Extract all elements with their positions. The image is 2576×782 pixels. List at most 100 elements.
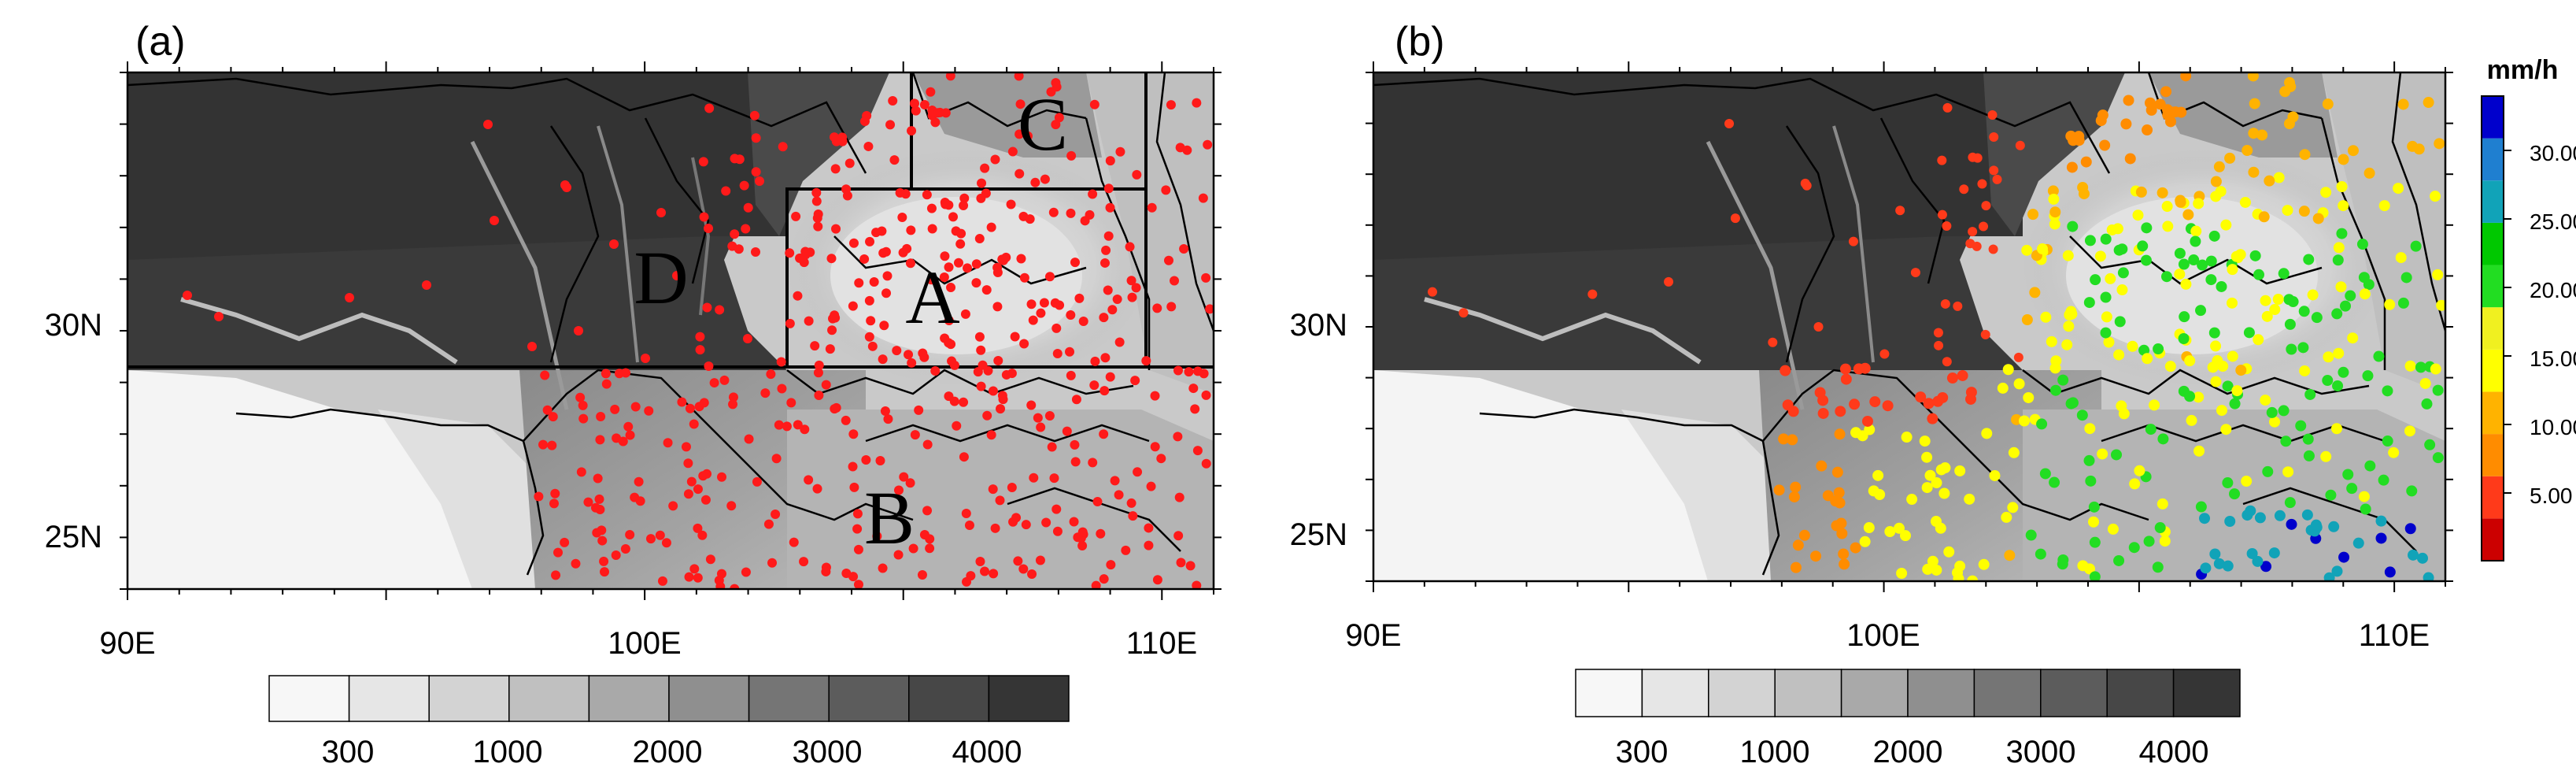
y-tick-a-25: 25N: [45, 520, 102, 554]
station-point: [841, 569, 852, 579]
station-point: [2278, 405, 2290, 417]
station-point: [672, 271, 682, 280]
station-point: [964, 520, 974, 530]
station-point: [1954, 465, 1966, 476]
station-point: [1103, 285, 1113, 295]
station-point: [2216, 405, 2227, 417]
station-point: [1981, 428, 1993, 439]
station-point: [1787, 434, 1798, 446]
station-point: [1044, 411, 1055, 421]
station-point: [1931, 477, 1942, 489]
station-point: [1066, 150, 1077, 161]
station-point: [1141, 356, 1151, 366]
station-point: [2260, 295, 2271, 306]
station-point: [2432, 384, 2444, 396]
station-point: [1790, 561, 1802, 573]
station-point: [2047, 185, 2059, 197]
station-point: [814, 390, 824, 400]
station-point: [1152, 303, 1162, 313]
station-point: [848, 429, 859, 439]
station-point: [2227, 350, 2238, 362]
station-point: [2395, 252, 2407, 264]
station-point: [2168, 106, 2179, 118]
station-point: [741, 567, 751, 577]
station-point: [2406, 485, 2418, 497]
station-point: [683, 458, 693, 469]
station-point: [853, 544, 863, 554]
station-point: [2364, 460, 2376, 472]
station-point: [778, 142, 788, 152]
station-point: [810, 341, 820, 351]
rain-tick-30: 30.00: [2530, 141, 2576, 165]
station-point: [861, 454, 871, 465]
station-point: [1879, 349, 1890, 359]
station-point: [2007, 502, 2019, 513]
station-point: [2229, 398, 2241, 410]
station-point: [705, 554, 715, 565]
station-point: [693, 573, 703, 583]
station-point: [601, 369, 611, 379]
station-point: [2015, 140, 2025, 150]
station-point: [2182, 209, 2194, 221]
station-point: [2416, 552, 2428, 564]
station-point: [2310, 519, 2322, 531]
station-point: [2100, 291, 2112, 303]
station-point: [1015, 129, 1025, 139]
station-point: [989, 569, 999, 579]
cbar-a-tick-3000: 3000: [793, 735, 863, 769]
station-point: [2049, 476, 2060, 488]
station-point: [1088, 458, 1098, 468]
station-point: [2286, 518, 2297, 530]
station-point: [1100, 258, 1110, 268]
station-point: [2436, 299, 2445, 311]
station-point: [2090, 274, 2101, 286]
station-point: [689, 564, 700, 574]
station-point: [1869, 396, 1881, 408]
station-point: [983, 365, 993, 376]
station-point: [2280, 435, 2292, 447]
station-point: [804, 475, 814, 485]
station-point: [2382, 385, 2393, 397]
station-point: [2037, 243, 2049, 255]
station-point: [2175, 106, 2187, 118]
station-point: [2404, 425, 2415, 437]
station-point: [2207, 361, 2219, 373]
station-point: [1099, 429, 1109, 439]
station-point: [1859, 536, 1871, 547]
station-point: [1025, 214, 1035, 224]
station-point: [878, 563, 888, 573]
station-point: [831, 224, 841, 234]
station-point: [2358, 272, 2370, 284]
station-point: [1066, 370, 1076, 380]
station-point: [2111, 449, 2123, 461]
station-point: [2413, 143, 2425, 155]
station-point: [864, 295, 874, 306]
station-point: [1131, 283, 1141, 293]
station-point: [1201, 390, 1211, 400]
station-point: [2253, 334, 2264, 346]
station-point: [1070, 439, 1080, 450]
station-point: [2039, 468, 2051, 480]
station-point: [2404, 360, 2416, 372]
station-point: [2260, 561, 2272, 573]
station-point: [2145, 424, 2157, 435]
station-point: [941, 108, 951, 118]
rain-tick-5: 5.00: [2530, 484, 2573, 508]
station-point: [1126, 498, 1136, 508]
station-point: [578, 413, 589, 424]
station-point: [2065, 306, 2077, 317]
station-point: [741, 224, 751, 234]
station-point: [897, 213, 907, 223]
station-point: [988, 386, 998, 396]
station-point: [1201, 272, 1211, 283]
station-point: [853, 580, 863, 589]
station-point: [1988, 244, 1998, 254]
station-point: [2227, 264, 2238, 276]
station-point: [2179, 311, 2190, 323]
station-point: [547, 440, 557, 450]
station-point: [697, 530, 708, 540]
station-point: [914, 405, 924, 415]
station-point: [1069, 517, 1079, 527]
station-point: [2430, 363, 2441, 375]
station-point: [2040, 311, 2052, 323]
